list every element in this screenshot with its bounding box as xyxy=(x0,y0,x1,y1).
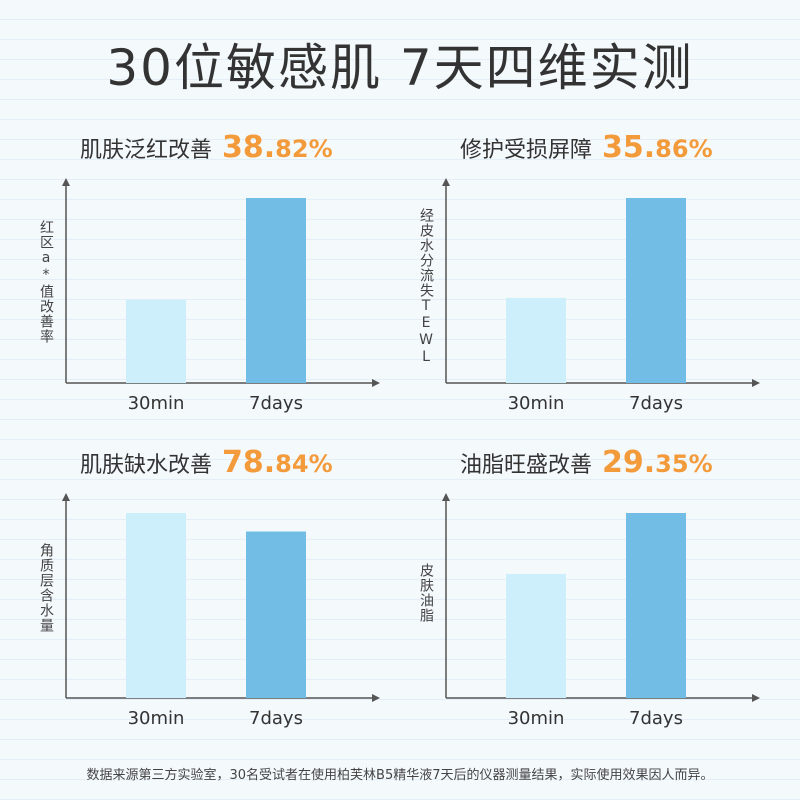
x-tick-label: 7days xyxy=(249,708,303,729)
y-axis-label: 角质层含水量 xyxy=(38,543,54,633)
x-tick-label: 7days xyxy=(629,393,683,414)
improvement-value: 29.35% xyxy=(602,445,713,480)
page-title: 30位敏感肌 7天四维实测 xyxy=(106,39,694,97)
improvement-value: 38.82% xyxy=(222,130,333,165)
y-axis-arrow xyxy=(62,178,70,186)
bar-30min xyxy=(506,297,566,383)
chart-redness: 肌肤泛红改善 38.82% 红区a*值改善率 30min 7days xyxy=(0,130,400,460)
chart-title: 肌肤缺水改善 xyxy=(80,453,213,478)
chart-hydration: 肌肤缺水改善 78.84% 角质层含水量 30min 7days xyxy=(0,445,400,775)
chart-header: 肌肤泛红改善 38.82% xyxy=(80,130,333,174)
bar-7days xyxy=(246,531,306,698)
chart-title: 肌肤泛红改善 xyxy=(80,138,213,163)
y-axis-arrow xyxy=(62,493,70,501)
x-tick-label: 30min xyxy=(128,708,185,729)
x-tick-label: 7days xyxy=(629,708,683,729)
bar-7days xyxy=(246,198,306,383)
x-axis-arrow xyxy=(372,379,380,387)
chart-header: 修护受损屏障 35.86% xyxy=(460,130,713,174)
x-axis-arrow xyxy=(372,694,380,702)
y-axis-label: 经皮水分流失TEWL xyxy=(418,208,434,366)
bar-chart: 30min 7days xyxy=(442,493,760,729)
y-axis-arrow xyxy=(442,493,450,501)
chart-oil: 油脂旺盛改善 29.35% 皮肤油脂 30min 7days xyxy=(380,445,780,775)
bar-7days xyxy=(626,198,686,383)
x-tick-label: 30min xyxy=(128,393,185,414)
chart-barrier: 修护受损屏障 35.86% 经皮水分流失TEWL 30min 7days xyxy=(380,130,780,460)
x-axis-arrow xyxy=(752,379,760,387)
footnote: 数据来源第三方实验室，30名受试者在使用柏芙林B5精华液7天后的仪器测量结果，实… xyxy=(86,768,714,783)
chart-header: 油脂旺盛改善 29.35% xyxy=(460,445,713,489)
bar-30min xyxy=(126,513,186,698)
improvement-value: 78.84% xyxy=(222,445,333,480)
bar-chart: 30min 7days xyxy=(442,178,760,414)
bar-7days xyxy=(626,513,686,698)
x-tick-label: 30min xyxy=(508,393,565,414)
chart-header: 肌肤缺水改善 78.84% xyxy=(80,445,333,489)
y-axis-arrow xyxy=(442,178,450,186)
x-tick-label: 7days xyxy=(249,393,303,414)
bar-chart: 30min 7days xyxy=(62,178,380,414)
bar-chart: 30min 7days xyxy=(62,493,380,729)
x-axis-arrow xyxy=(752,694,760,702)
y-axis-label: 皮肤油脂 xyxy=(418,563,434,623)
x-tick-label: 30min xyxy=(508,708,565,729)
bar-30min xyxy=(126,299,186,383)
improvement-value: 35.86% xyxy=(602,130,713,165)
y-axis-label: 红区a*值改善率 xyxy=(38,220,54,344)
chart-title: 修护受损屏障 xyxy=(460,138,593,163)
chart-title: 油脂旺盛改善 xyxy=(460,453,593,478)
bar-30min xyxy=(506,574,566,698)
